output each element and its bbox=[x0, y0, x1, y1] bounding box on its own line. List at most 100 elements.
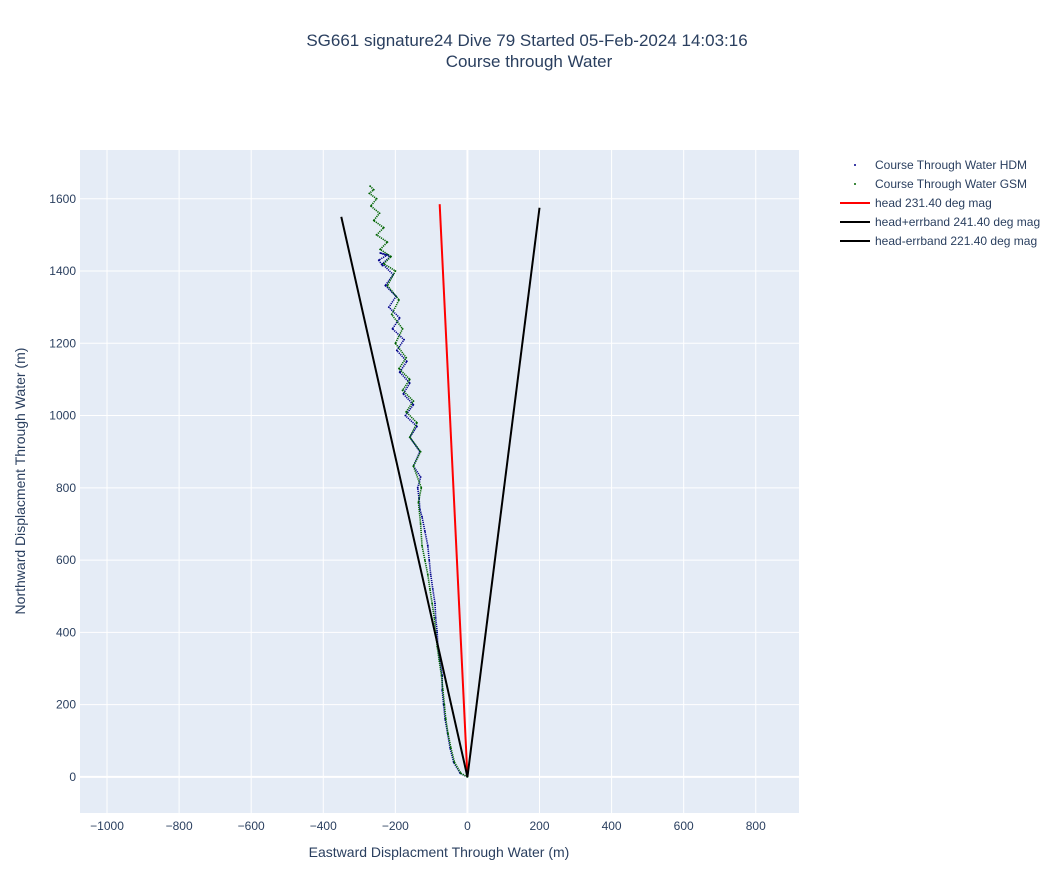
data-point bbox=[408, 378, 411, 381]
data-point bbox=[444, 718, 447, 720]
data-point bbox=[369, 205, 372, 207]
data-point bbox=[416, 425, 418, 428]
data-point bbox=[436, 631, 439, 634]
chart-title: SG661 signature24 Dive 79 Started 05-Feb… bbox=[306, 31, 747, 50]
data-point bbox=[368, 192, 371, 195]
data-point bbox=[379, 252, 382, 254]
data-point bbox=[375, 234, 378, 236]
chart-subtitle: Course through Water bbox=[446, 52, 613, 71]
data-point bbox=[453, 761, 456, 764]
data-point bbox=[420, 486, 423, 489]
data-point bbox=[434, 616, 437, 619]
data-point bbox=[398, 299, 400, 301]
y-tick-label: 600 bbox=[56, 553, 76, 567]
data-point bbox=[424, 559, 426, 561]
data-point bbox=[405, 356, 408, 359]
data-point bbox=[395, 349, 398, 352]
legend-label: Course Through Water GSM bbox=[875, 177, 1027, 191]
legend-label: head+errband 241.40 deg mag bbox=[875, 215, 1040, 229]
x-tick-label: 0 bbox=[464, 819, 471, 833]
data-point bbox=[391, 327, 394, 330]
data-point bbox=[372, 219, 375, 222]
legend-item[interactable]: Course Through Water GSM bbox=[854, 177, 1027, 191]
y-tick-labels: 0 200 400 600 800 1000 1200 1400 1600 bbox=[49, 192, 76, 784]
data-point bbox=[408, 436, 411, 439]
y-tick-label: 200 bbox=[56, 698, 76, 712]
series-line bbox=[340, 216, 469, 778]
data-point bbox=[433, 616, 436, 619]
x-axis-title: Eastward Displacment Through Water (m) bbox=[309, 844, 570, 860]
data-point bbox=[401, 327, 404, 330]
data-point bbox=[387, 306, 390, 309]
legend-label: head-errband 221.40 deg mag bbox=[875, 234, 1037, 248]
series-4 bbox=[466, 207, 541, 777]
legend-marker bbox=[854, 164, 856, 166]
data-point bbox=[394, 342, 397, 345]
series-line bbox=[438, 204, 469, 777]
legend-item[interactable]: Course Through Water HDM bbox=[854, 158, 1027, 172]
data-point bbox=[379, 248, 382, 251]
data-point bbox=[443, 703, 446, 706]
data-point bbox=[401, 389, 404, 392]
data-point bbox=[408, 382, 411, 384]
legend-item[interactable]: head-errband 221.40 deg mag bbox=[840, 234, 1037, 248]
data-point bbox=[398, 317, 401, 319]
data-point bbox=[460, 772, 462, 775]
x-tick-label: −600 bbox=[238, 819, 265, 833]
series-3 bbox=[340, 216, 469, 778]
legend-label: Course Through Water HDM bbox=[875, 158, 1027, 172]
x-tick-label: −200 bbox=[382, 819, 409, 833]
data-point bbox=[390, 313, 393, 316]
y-tick-label: 1600 bbox=[49, 192, 76, 206]
plot-background bbox=[80, 150, 799, 813]
y-tick-label: 1400 bbox=[49, 264, 76, 278]
data-point bbox=[412, 403, 415, 406]
data-point bbox=[421, 544, 423, 547]
data-point bbox=[384, 284, 387, 287]
data-point bbox=[438, 660, 441, 663]
data-point bbox=[424, 530, 426, 533]
data-point bbox=[381, 264, 384, 267]
x-tick-label: 400 bbox=[602, 819, 622, 833]
data-point bbox=[419, 450, 422, 453]
series-2 bbox=[438, 204, 469, 777]
x-tick-label: −400 bbox=[310, 819, 337, 833]
data-point bbox=[372, 188, 375, 191]
data-point bbox=[398, 367, 400, 370]
data-point bbox=[412, 400, 415, 403]
legend[interactable]: Course Through Water HDM Course Through W… bbox=[840, 158, 1040, 248]
data-point bbox=[434, 602, 436, 605]
data-point bbox=[426, 544, 429, 547]
data-point bbox=[428, 559, 431, 561]
series-group bbox=[340, 185, 541, 778]
data-point bbox=[442, 689, 444, 692]
zero-lines bbox=[80, 150, 799, 813]
series-line bbox=[466, 207, 541, 777]
data-point bbox=[375, 197, 378, 200]
x-tick-label: 800 bbox=[746, 819, 766, 833]
data-point bbox=[431, 602, 434, 605]
data-point bbox=[390, 255, 392, 258]
data-point bbox=[429, 573, 432, 576]
x-tick-label: −1000 bbox=[90, 819, 124, 833]
data-point bbox=[382, 226, 385, 229]
data-point bbox=[416, 486, 419, 489]
data-point bbox=[419, 523, 422, 525]
legend-label: head 231.40 deg mag bbox=[875, 196, 992, 210]
data-point bbox=[404, 414, 407, 417]
legend-item[interactable]: head 231.40 deg mag bbox=[840, 196, 992, 210]
data-point bbox=[386, 241, 389, 244]
y-tick-label: 800 bbox=[56, 481, 76, 495]
data-point bbox=[377, 259, 380, 262]
data-point bbox=[403, 338, 405, 341]
data-point bbox=[402, 392, 405, 395]
data-point bbox=[382, 262, 385, 265]
data-point bbox=[447, 732, 449, 735]
legend-item[interactable]: head+errband 241.40 deg mag bbox=[840, 215, 1040, 229]
data-point bbox=[431, 588, 434, 590]
data-point bbox=[381, 262, 384, 265]
data-point bbox=[429, 588, 431, 590]
y-tick-label: 1200 bbox=[49, 336, 76, 350]
data-point bbox=[440, 674, 443, 677]
